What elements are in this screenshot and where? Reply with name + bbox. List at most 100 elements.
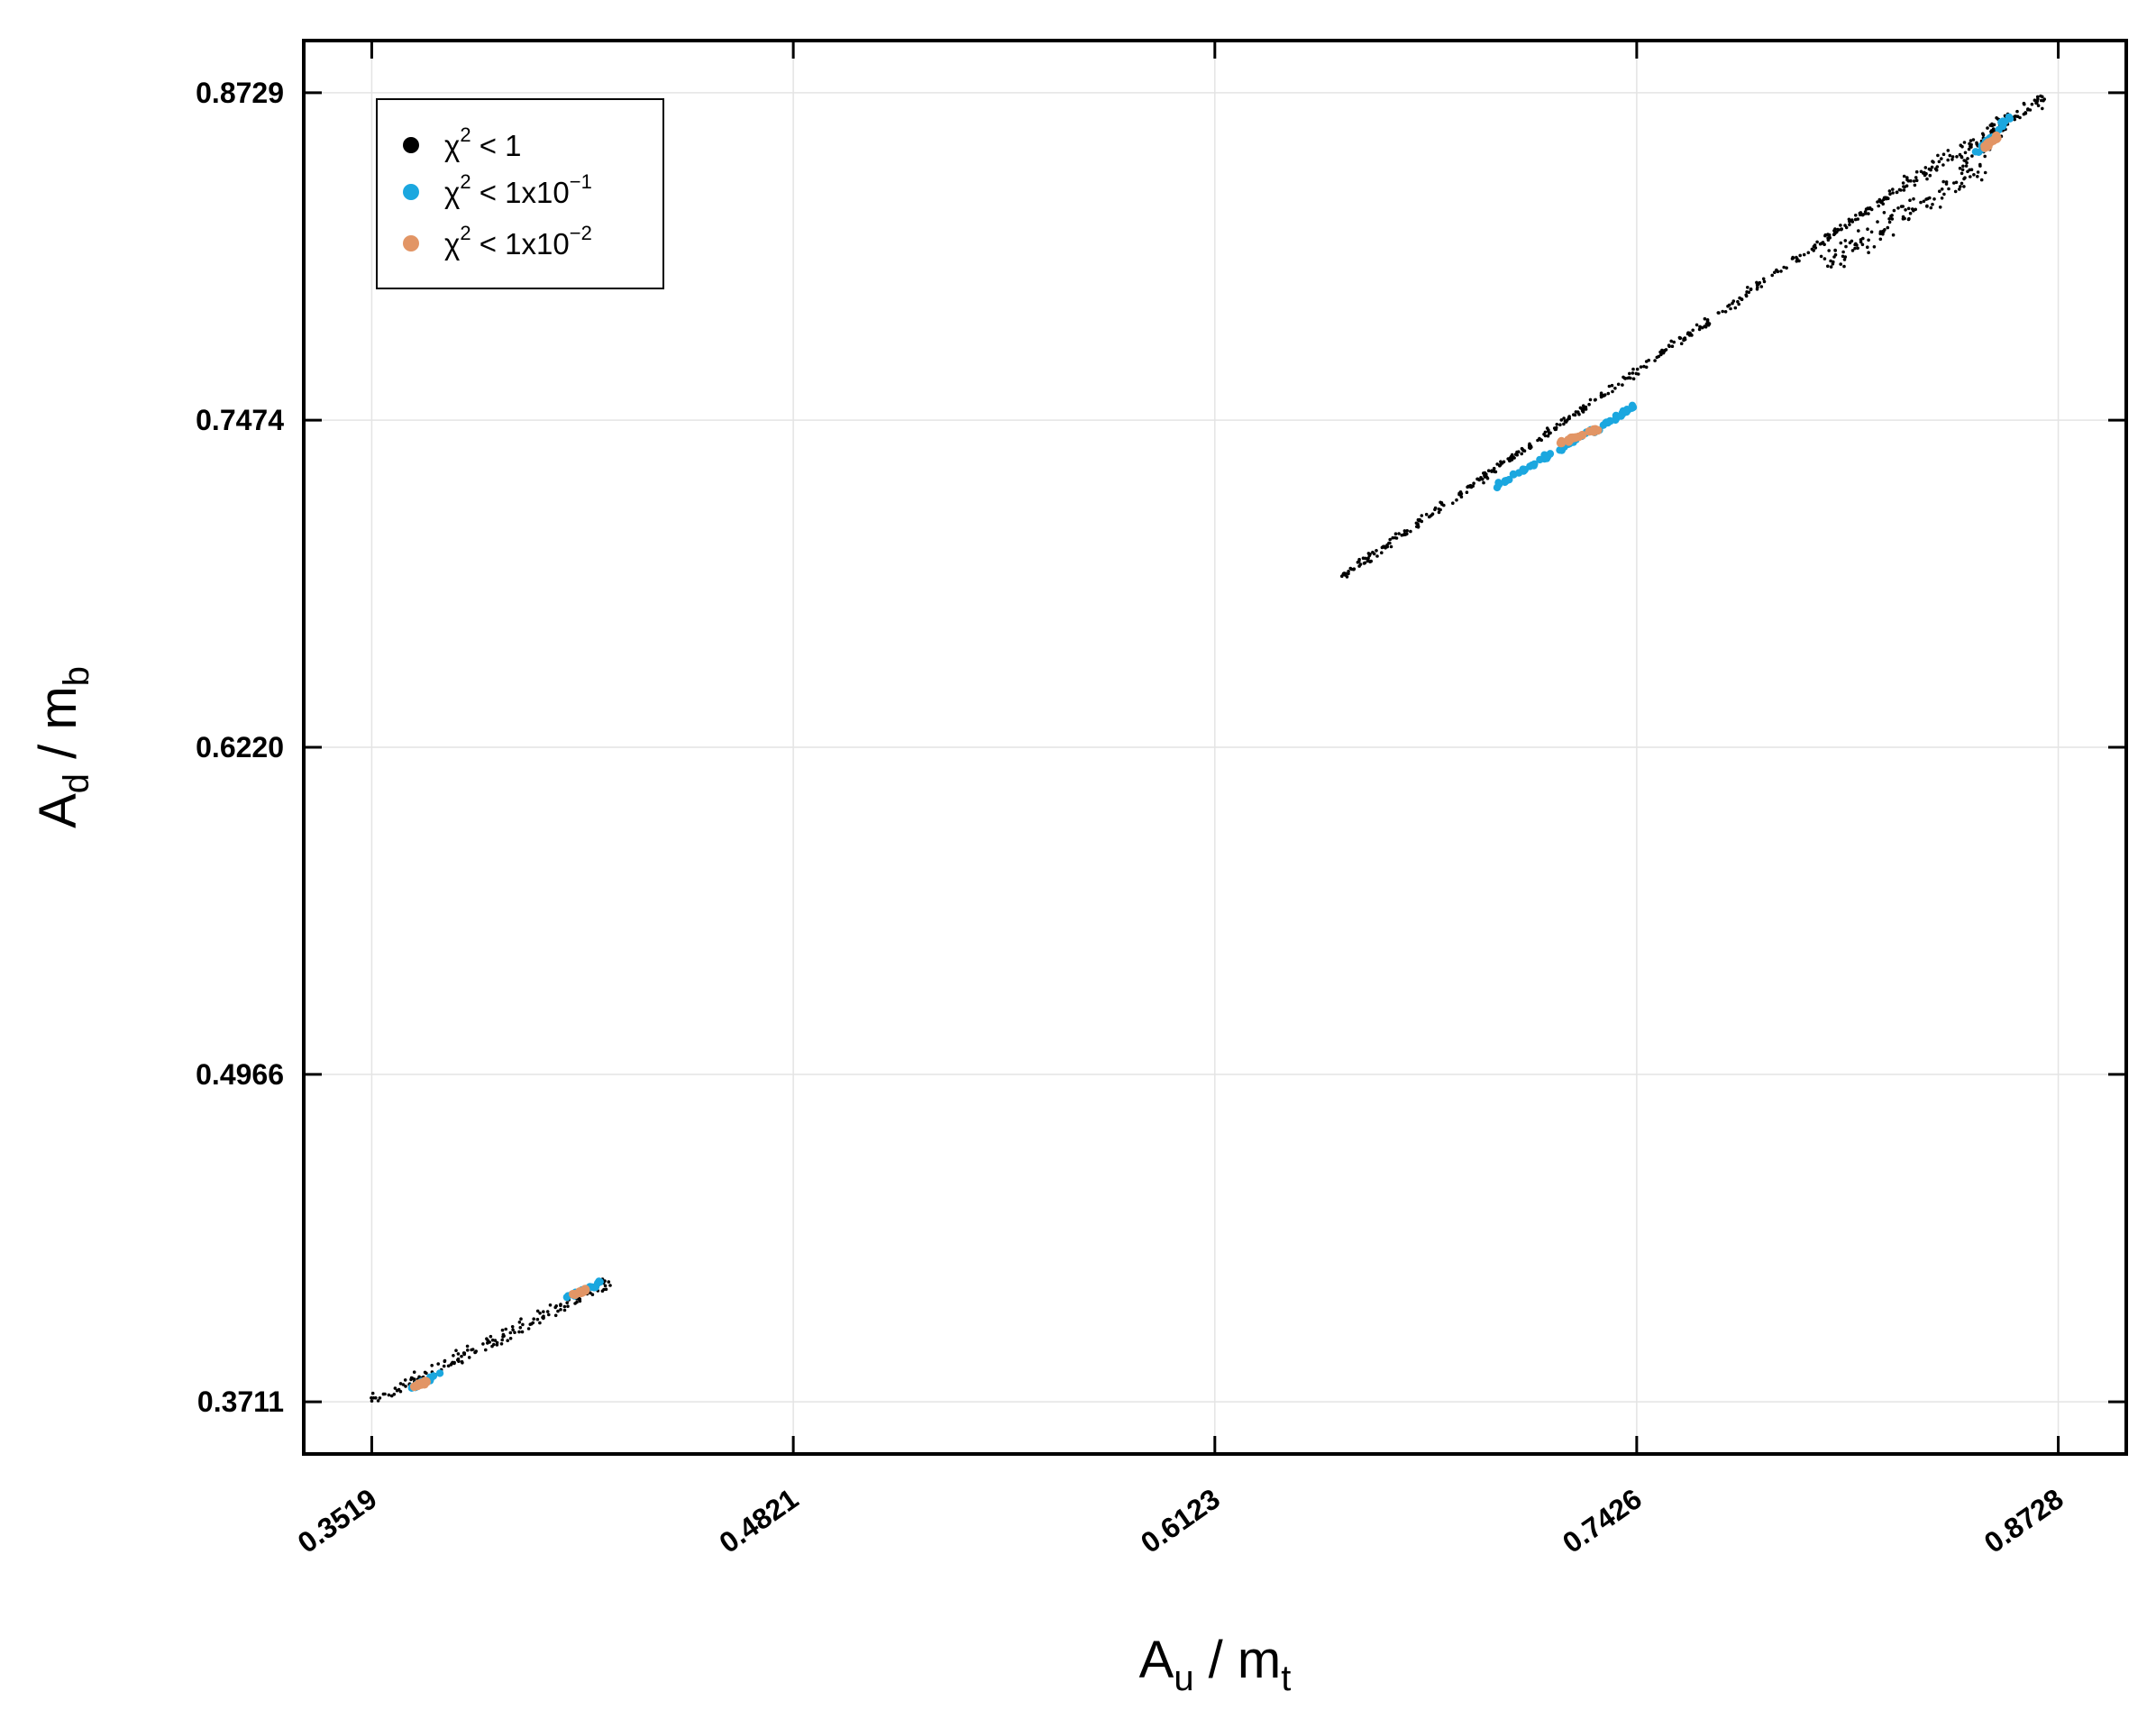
data-point [417, 1375, 421, 1379]
data-point [553, 1313, 558, 1318]
data-point [1961, 164, 1965, 169]
data-point [1941, 179, 1945, 184]
data-point [1832, 230, 1837, 233]
data-point [1930, 165, 1934, 169]
data-point [1839, 224, 1842, 227]
data-point [473, 1350, 477, 1355]
data-point [1747, 290, 1751, 295]
grid-lines [304, 41, 2126, 1454]
data-point [1382, 544, 1385, 549]
data-point [1433, 506, 1438, 510]
data-point [1885, 197, 1888, 201]
data-point [1621, 383, 1624, 387]
data-point [1928, 173, 1932, 178]
data-point [1567, 415, 1571, 418]
data-point [1947, 187, 1950, 191]
data-point [1669, 339, 1673, 343]
data-point [1733, 306, 1738, 310]
y-tick-label: 0.7474 [196, 404, 284, 436]
data-point [1976, 175, 1979, 178]
data-point [1946, 149, 1950, 152]
data-point [1962, 159, 1966, 162]
data-point [559, 1308, 562, 1312]
data-point [1405, 529, 1409, 533]
data-point [370, 1391, 375, 1395]
data-point [1952, 181, 1956, 185]
data-point [486, 1341, 489, 1345]
data-point [1843, 255, 1848, 259]
data-point [1925, 177, 1929, 181]
data-point [1823, 242, 1826, 247]
data-point [1976, 170, 1980, 174]
data-point [590, 1293, 595, 1296]
data-point [1850, 220, 1855, 224]
data-point [602, 1287, 606, 1292]
data-point [1755, 280, 1759, 285]
data-point [1397, 532, 1401, 535]
data-point [1929, 206, 1933, 210]
data-point [1559, 418, 1564, 422]
data-point [1892, 208, 1896, 213]
data-point [566, 1304, 570, 1308]
data-point [1430, 512, 1435, 516]
data-point [1978, 162, 1982, 167]
data-point [1442, 503, 1446, 507]
data-point [2041, 106, 2044, 111]
data-point [392, 1393, 397, 1396]
data-point [1826, 264, 1830, 269]
data-point [1932, 197, 1936, 201]
data-point [1628, 371, 1631, 376]
data-point [1969, 168, 1974, 171]
data-point [1959, 185, 1962, 188]
data-point [1437, 510, 1441, 515]
data-point [404, 1385, 407, 1388]
data-point [1903, 185, 1907, 189]
data-point [1451, 501, 1455, 505]
data-point [383, 1392, 387, 1396]
data-point [565, 1301, 569, 1304]
data-point [1813, 243, 1817, 247]
data-point [562, 1293, 571, 1302]
data-point [1932, 160, 1935, 164]
data-point [596, 1277, 604, 1286]
series-2 [409, 131, 2002, 1392]
data-point [1960, 168, 1965, 172]
data-point [1876, 220, 1879, 224]
data-point [1970, 154, 1974, 158]
data-point [1901, 181, 1905, 185]
data-point [1482, 480, 1485, 485]
data-point [1498, 462, 1503, 467]
data-point [1513, 453, 1518, 456]
data-point [442, 1364, 446, 1368]
data-point [1857, 229, 1860, 233]
data-point [2013, 117, 2016, 122]
data-point [535, 1309, 540, 1313]
data-point [1703, 316, 1707, 321]
data-point [1485, 475, 1489, 479]
data-point [1782, 265, 1786, 270]
data-point [1562, 422, 1566, 426]
data-point [1795, 260, 1799, 263]
y-tick-label: 0.6220 [196, 731, 284, 763]
data-point [1689, 333, 1693, 337]
data-point [1831, 262, 1835, 266]
data-point [466, 1349, 470, 1352]
data-point [1391, 535, 1394, 540]
data-point [1909, 178, 1913, 183]
data-point [1755, 288, 1759, 291]
data-point [1971, 138, 1976, 142]
data-point [1759, 285, 1764, 288]
data-point [1485, 472, 1488, 476]
legend-label-chi2-lt-1e-2: χ2 < 1x10−2 [444, 222, 592, 261]
data-point [1941, 163, 1945, 167]
data-point [608, 1284, 612, 1287]
data-point [1581, 410, 1585, 414]
legend-marker-chi2-lt-1 [403, 137, 419, 153]
y-tick-label: 0.3711 [197, 1385, 284, 1418]
data-point [1913, 183, 1917, 187]
data-point [449, 1363, 453, 1367]
legend: χ2 < 1 χ2 < 1x10−1 χ2 < 1x10−2 [376, 98, 664, 289]
data-point [1991, 127, 1996, 131]
data-point [1371, 550, 1375, 554]
data-point [1400, 533, 1404, 537]
